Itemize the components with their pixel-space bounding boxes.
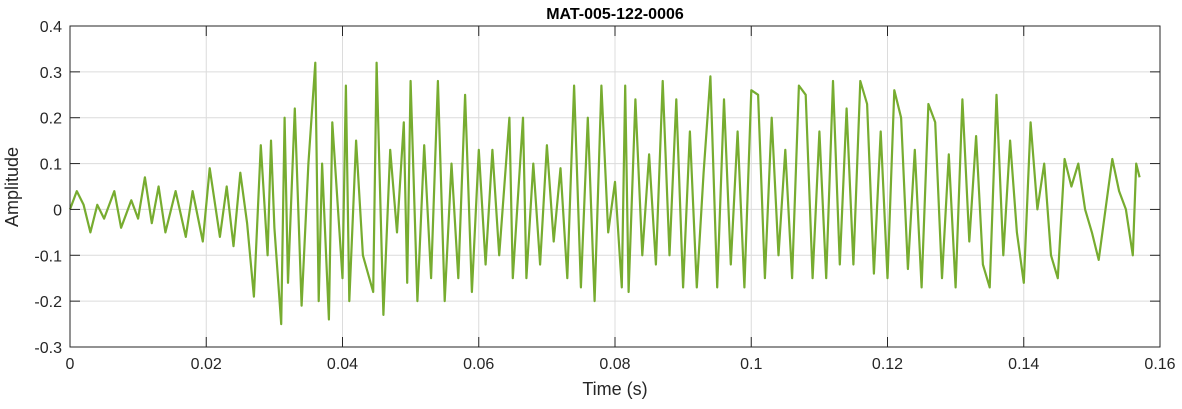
- x-tick-label: 0.1: [740, 356, 762, 373]
- y-tick-label: 0.1: [40, 157, 62, 174]
- y-tick-label: 0.3: [40, 65, 62, 82]
- x-tick-label: 0.12: [872, 356, 903, 373]
- y-tick-label: 0: [53, 202, 62, 219]
- x-tick-label: 0.16: [1144, 356, 1175, 373]
- y-tick-label: 0.4: [40, 19, 62, 36]
- x-tick-label: 0.02: [191, 356, 222, 373]
- x-tick-label: 0: [66, 356, 75, 373]
- x-tick-label: 0.04: [327, 356, 358, 373]
- ticks: 0 0.02 0.04 0.06 0.08 0.1 0.12 0.14 0.16 -0.3 -0.2…: [34, 19, 1175, 373]
- series-line: [68, 61, 1141, 326]
- chart-title: MAT-005-122-0006: [546, 6, 684, 23]
- y-tick-label: -0.2: [34, 294, 62, 311]
- x-tick-label: 0.06: [463, 356, 494, 373]
- y-tick-label: 0.2: [40, 111, 62, 128]
- x-axis-label: Time (s): [582, 379, 647, 399]
- y-tick-label: -0.3: [34, 340, 62, 357]
- y-axis-label: Amplitude: [2, 147, 22, 227]
- y-tick-label: -0.1: [34, 248, 62, 265]
- x-tick-label: 0.14: [1008, 356, 1039, 373]
- x-tick-label: 0.08: [599, 356, 630, 373]
